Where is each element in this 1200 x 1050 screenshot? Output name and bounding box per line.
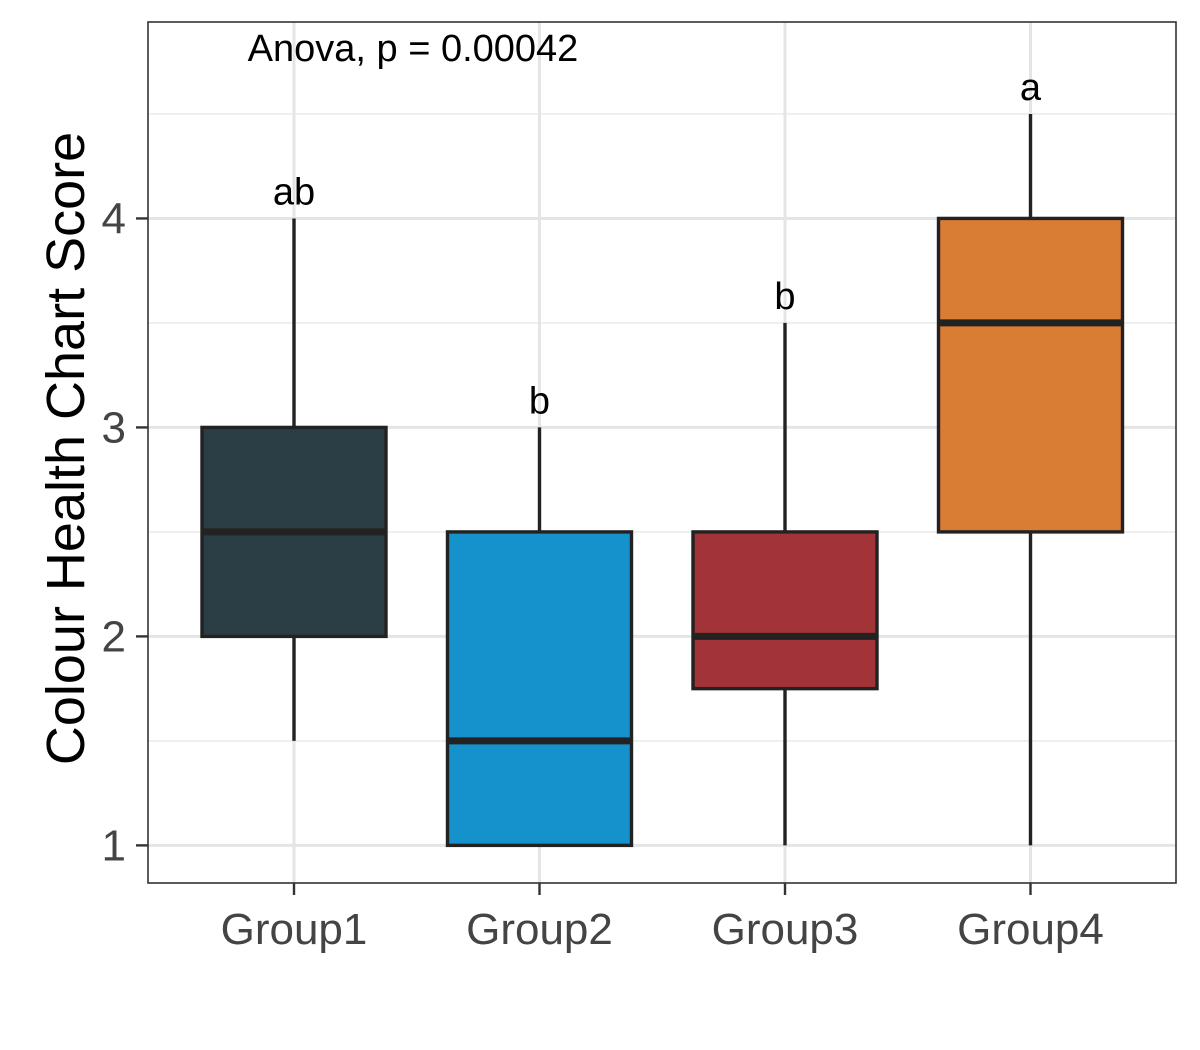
y-tick-label: 1: [102, 821, 126, 870]
x-tick-label: Group2: [466, 905, 613, 954]
y-axis-label: Colour Health Chart Score: [36, 132, 96, 765]
y-tick-label: 3: [102, 403, 126, 452]
y-tick-label: 4: [102, 194, 126, 243]
x-tick-label: Group3: [712, 905, 859, 954]
box-group4: [936, 113, 1125, 846]
x-tick-label: Group4: [957, 905, 1104, 954]
box-group2: [445, 427, 634, 848]
significance-letter: b: [774, 276, 795, 318]
box-body: [691, 530, 879, 691]
x-tick-label: Group1: [221, 905, 368, 954]
significance-letter: a: [1020, 67, 1042, 109]
box-group3: [691, 322, 879, 846]
x-axis: Group1 Group2 Group3 Group4: [221, 883, 1104, 954]
significance-letter: b: [529, 380, 550, 422]
significance-letter: ab: [273, 171, 315, 213]
y-tick-label: 2: [102, 612, 126, 661]
panel-border: [147, 21, 1177, 884]
box-series: [200, 113, 1125, 848]
box-body: [936, 216, 1125, 534]
anova-annotation: Anova, p = 0.00042: [248, 28, 579, 70]
y-axis: 1 2 3 4: [102, 194, 148, 870]
box-body: [445, 530, 634, 848]
box-group1: [200, 218, 388, 741]
significance-letters: ab b b a: [273, 67, 1042, 422]
